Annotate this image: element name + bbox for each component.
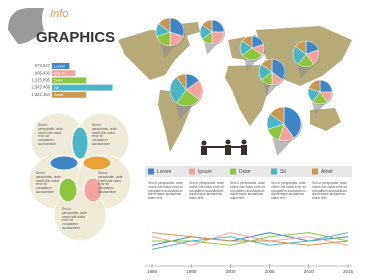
paragraph: Sed ut perspiciatis, unde omnis iste nat… <box>271 181 306 201</box>
legend-swatch <box>271 168 277 175</box>
bar-value-label: 1,325,895 <box>31 78 50 83</box>
bar-value-label: 673,527 <box>35 63 51 68</box>
pie-slice <box>319 79 333 93</box>
paragraph: Sed ut perspiciatis, unde omnis iste nat… <box>92 123 117 146</box>
title-bubble <box>8 8 44 44</box>
bar-value-label: 2,342,466 <box>31 85 50 90</box>
paragraph: Sed ut perspiciatis, unde omnis iste nat… <box>36 171 61 194</box>
paragraph: Sed ut perspiciatis, unde omnis iste nat… <box>189 181 224 201</box>
bar-category-label: Amet <box>54 92 64 97</box>
bar-category-label: Ipsum <box>54 70 66 75</box>
title: GRAPHICS <box>36 29 115 46</box>
pie-slice <box>158 17 171 33</box>
x-tick-label: 2005 <box>265 269 276 274</box>
pie-slice <box>211 19 225 33</box>
legend-label: Lorem <box>157 169 171 175</box>
pie-slice <box>295 40 307 55</box>
pie-slice <box>283 106 302 139</box>
bar-category-label: Lorem <box>54 63 66 68</box>
pie-slice <box>241 35 253 49</box>
paragraph: Sed ut perspiciatis, unde omnis iste nat… <box>98 171 123 194</box>
pie-slice <box>201 19 213 33</box>
x-tick-label: 1990 <box>186 269 197 274</box>
legend-background <box>145 166 352 177</box>
bar-value-label: 1,322,354 <box>31 92 50 97</box>
pie-slice <box>308 79 321 93</box>
bar <box>52 70 76 77</box>
bar-category-label: Sit <box>54 85 60 90</box>
legend-swatch <box>312 168 318 175</box>
legend-swatch <box>148 168 154 175</box>
people-silhouettes <box>201 139 247 155</box>
x-tick-label: 2000 <box>225 269 236 274</box>
x-tick-label: 2015 <box>343 269 354 274</box>
legend-label: Sit <box>280 169 286 175</box>
legend-label: Amet <box>321 169 333 175</box>
pie-slice <box>211 31 225 45</box>
pie-slice <box>176 73 187 91</box>
paragraph: Sed ut perspiciatis, unde omnis iste nat… <box>148 181 183 201</box>
pie-slice <box>261 58 273 73</box>
bar <box>52 77 87 84</box>
bar <box>52 84 113 91</box>
title-small: Info <box>50 8 68 20</box>
line-series <box>151 232 349 246</box>
bar-value-label: 905,430 <box>35 70 51 75</box>
pie-slice <box>169 76 187 104</box>
paragraph: Sed ut perspiciatis, unde omnis iste nat… <box>62 207 87 230</box>
legend-swatch <box>189 168 195 175</box>
bar <box>52 91 87 98</box>
paragraph: Sed ut perspiciatis, unde omnis iste nat… <box>38 123 63 146</box>
legend-label: Ipsum <box>198 169 212 175</box>
pie-slice <box>269 106 285 125</box>
x-tick-label: 1985 <box>147 269 158 274</box>
legend-swatch <box>230 168 236 175</box>
legend-label: Dolor <box>239 169 251 175</box>
pie-slice <box>271 58 286 80</box>
paragraph: Sed ut perspiciatis, unde omnis iste nat… <box>230 181 265 201</box>
pie-slice <box>169 17 185 37</box>
paragraph: Sed ut perspiciatis, unde omnis iste nat… <box>312 181 347 201</box>
venn-diagram <box>28 112 132 242</box>
bar <box>52 63 70 69</box>
line-series <box>151 232 349 246</box>
x-tick-label: 2010 <box>304 269 315 274</box>
bar-category-label: Dolor <box>54 78 64 83</box>
